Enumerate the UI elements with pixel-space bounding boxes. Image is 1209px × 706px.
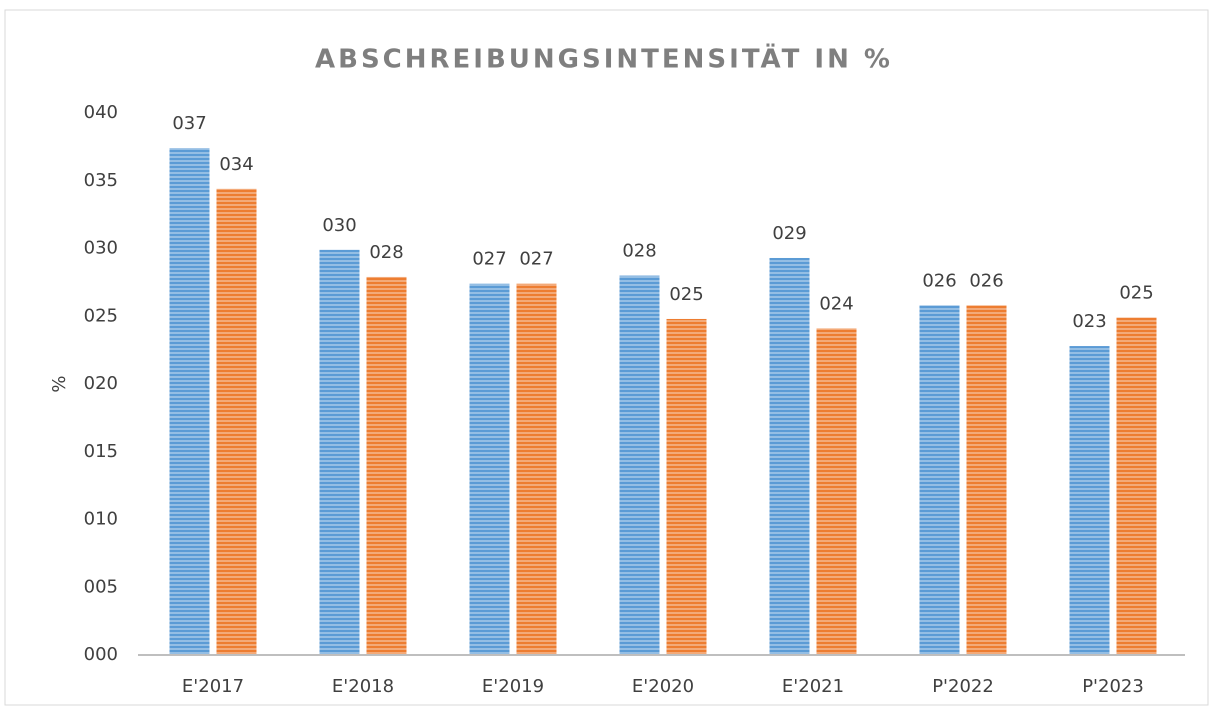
data-label: 026 xyxy=(922,270,956,291)
data-label: 023 xyxy=(1072,311,1106,332)
data-label: 024 xyxy=(819,293,853,314)
x-tick-label: E'2020 xyxy=(632,676,694,697)
data-label: 025 xyxy=(1119,283,1153,304)
bar-texture xyxy=(619,275,660,655)
bar-texture xyxy=(966,305,1007,655)
x-tick-label: E'2021 xyxy=(782,676,844,697)
bar-texture xyxy=(366,276,407,655)
data-label: 026 xyxy=(969,270,1003,291)
bar-texture xyxy=(1116,317,1157,655)
data-label: 028 xyxy=(622,241,656,262)
chart-border xyxy=(4,9,1209,706)
bar-texture xyxy=(769,257,810,655)
data-label: 025 xyxy=(669,284,703,305)
bar-texture xyxy=(919,305,960,655)
y-tick-label: 015 xyxy=(84,441,118,462)
data-label: 030 xyxy=(322,215,356,236)
y-tick-label: 035 xyxy=(84,170,118,191)
y-tick-label: 020 xyxy=(84,373,118,394)
data-label: 037 xyxy=(172,113,206,134)
bar-texture xyxy=(169,148,210,656)
y-axis-label: % xyxy=(49,375,70,392)
y-tick-label: 000 xyxy=(84,644,118,665)
bar-texture xyxy=(516,283,557,655)
data-label: 027 xyxy=(519,249,553,270)
data-label: 027 xyxy=(472,249,506,270)
bar-texture xyxy=(816,328,857,655)
chart-title: ABSCHREIBUNGSINTENSITÄT IN % xyxy=(315,43,893,75)
data-label: 029 xyxy=(772,223,806,244)
y-tick-label: 040 xyxy=(84,102,118,123)
x-tick-label: E'2018 xyxy=(332,676,394,697)
x-tick-label: P'2023 xyxy=(1082,676,1144,697)
y-tick-label: 010 xyxy=(84,509,118,530)
x-tick-label: P'2022 xyxy=(932,676,994,697)
x-tick-label: E'2017 xyxy=(182,676,244,697)
bar-texture xyxy=(216,188,257,655)
data-label: 028 xyxy=(369,242,403,263)
bar-texture xyxy=(319,249,360,656)
x-tick-label: E'2019 xyxy=(482,676,544,697)
bar-texture xyxy=(666,318,707,655)
y-tick-label: 005 xyxy=(84,576,118,597)
y-tick-label: 025 xyxy=(84,305,118,326)
data-label: 034 xyxy=(219,154,253,175)
bar-texture xyxy=(1069,346,1110,655)
y-tick-label: 030 xyxy=(84,238,118,259)
bar-texture xyxy=(469,283,510,655)
